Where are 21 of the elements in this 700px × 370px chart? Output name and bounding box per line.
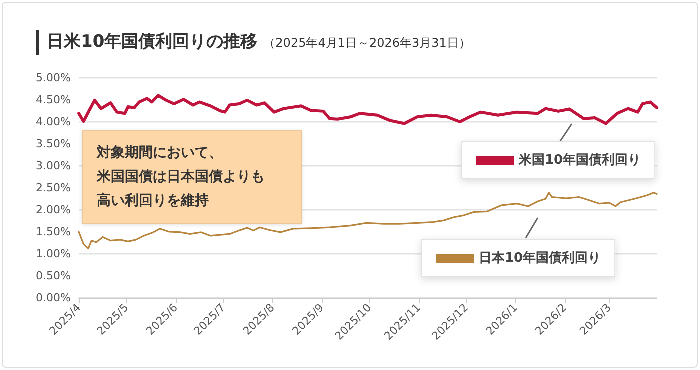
legend-label: 日本10年国債利回り	[479, 250, 602, 266]
y-tick-label: 3.00%	[36, 160, 71, 172]
y-tick-label: 4.50%	[36, 94, 71, 106]
chart-title: 日米10年国債利回りの推移	[47, 32, 258, 52]
y-tick-label: 0.50%	[36, 270, 71, 282]
y-tick-label: 1.50%	[36, 226, 71, 238]
y-tick-label: 3.50%	[36, 138, 71, 150]
y-tick-label: 0.00%	[36, 292, 71, 304]
y-tick-label: 5.00%	[36, 72, 71, 84]
annotation: 高い利回りを維持	[97, 192, 210, 211]
chart-subtitle: （2025年4月1日～2026年3月31日）	[264, 36, 471, 50]
legend-label: 米国10年国債利回り	[518, 152, 642, 168]
annotation: 米国国債は日本国債よりも	[97, 168, 266, 187]
y-tick-label: 2.50%	[36, 182, 71, 194]
y-tick-label: 1.00%	[36, 248, 71, 260]
line-series	[78, 94, 658, 126]
y-tick-label: 2.00%	[36, 204, 71, 216]
annotation: 対象期間において、	[97, 144, 224, 163]
callout-box: 対象期間において、 米国国債は日本国債よりも 高い利回りを維持	[82, 130, 302, 224]
line-series	[78, 192, 658, 250]
y-tick-label: 4.00%	[36, 116, 71, 128]
